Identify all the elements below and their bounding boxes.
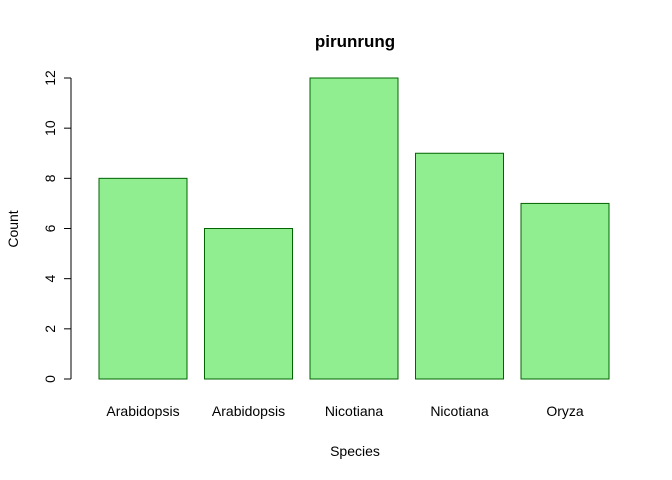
y-axis: 0 2 4 6 8 10 12: [42, 70, 72, 383]
chart-title: pirunrung: [315, 32, 395, 51]
x-category-label: Arabidopsis: [212, 403, 285, 419]
bar: [204, 228, 293, 380]
y-tick-label: 6: [42, 224, 58, 232]
y-tick-label: 12: [42, 70, 58, 86]
bar: [415, 152, 504, 380]
x-category-label: Nicotiana: [430, 403, 489, 419]
y-tick-label: 10: [42, 120, 58, 136]
bar: [98, 177, 188, 380]
category-labels: Arabidopsis Arabidopsis Nicotiana Nicotiana…: [106, 403, 583, 419]
x-category-label: Oryza: [546, 403, 584, 419]
x-axis-label: Species: [330, 443, 380, 459]
y-tick-label: 8: [42, 174, 58, 182]
x-category-label: Arabidopsis: [106, 403, 179, 419]
bars-group: [98, 77, 610, 380]
y-tick-label: 0: [42, 375, 58, 383]
y-axis-label: Count: [5, 210, 21, 247]
bar: [309, 77, 399, 380]
y-tick-label: 2: [42, 325, 58, 333]
x-category-label: Nicotiana: [325, 403, 384, 419]
bar: [520, 202, 610, 380]
y-tick-label: 4: [42, 275, 58, 283]
